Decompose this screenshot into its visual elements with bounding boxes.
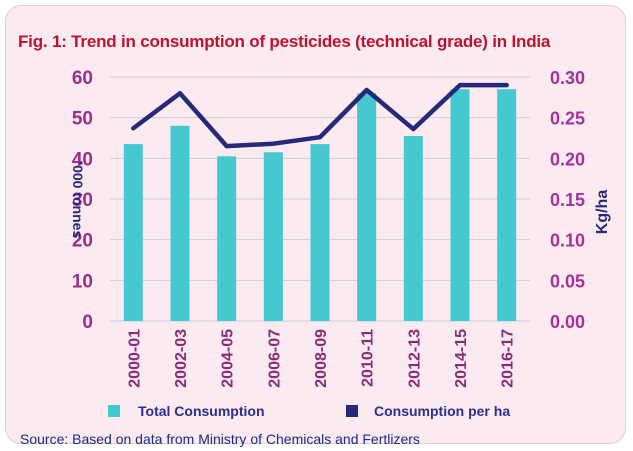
bar-2006-07 xyxy=(263,152,283,321)
category-label: 2008-09 xyxy=(313,329,330,388)
right-axis-label: Kg/ha xyxy=(594,190,611,235)
right-tick-label: 0.00 xyxy=(550,312,585,332)
legend-label-total-consumption: Total Consumption xyxy=(138,403,265,419)
bar-2016-17 xyxy=(497,89,517,321)
bar-2004-05 xyxy=(217,156,237,321)
category-label: 2012-13 xyxy=(406,329,423,388)
right-tick-label: 0.10 xyxy=(550,231,585,251)
category-label: 2004-05 xyxy=(220,329,237,388)
bar-2002-03 xyxy=(170,125,190,321)
category-label: 2000-01 xyxy=(126,329,143,388)
category-label: 2016-17 xyxy=(500,329,517,388)
legend: Total Consumption Consumption per ha xyxy=(108,403,510,419)
right-axis-ticks: 0.00 0.05 0.10 0.15 0.20 0.25 0.30 xyxy=(550,68,585,332)
bar-2000-01 xyxy=(123,144,143,321)
legend-swatch-total-consumption xyxy=(108,405,120,417)
left-tick-label: 0 xyxy=(82,312,93,333)
left-tick-label: 60 xyxy=(72,68,93,89)
bar-2014-15 xyxy=(450,89,470,321)
category-labels: 2000-01 2002-03 2004-05 2006-07 2008-09 2010-… xyxy=(126,329,516,388)
line-series xyxy=(131,82,509,149)
category-label: 2014-15 xyxy=(453,329,470,388)
category-label: 2002-03 xyxy=(173,329,190,388)
left-tick-label: 40 xyxy=(72,149,93,170)
bar-2010-11 xyxy=(357,93,377,322)
left-tick-label: 10 xyxy=(72,271,93,292)
right-tick-label: 0.05 xyxy=(550,271,585,291)
left-tick-label: 20 xyxy=(72,231,93,252)
bar-2008-09 xyxy=(310,144,330,321)
right-tick-label: 0.30 xyxy=(550,68,585,88)
left-tick-label: 30 xyxy=(72,190,93,211)
left-axis-ticks: 0 10 20 30 40 50 60 xyxy=(72,68,93,333)
category-label: 2006-07 xyxy=(266,329,283,388)
legend-label-consumption-per-ha: Consumption per ha xyxy=(374,403,510,419)
source-note: Source: Based on data from Ministry of C… xyxy=(20,431,420,447)
left-axis-label: '000 tonnes xyxy=(70,162,86,239)
left-tick-label: 50 xyxy=(72,109,93,130)
right-tick-label: 0.20 xyxy=(550,149,585,169)
legend-swatch-consumption-per-ha xyxy=(346,405,358,417)
right-tick-label: 0.15 xyxy=(550,190,585,210)
bar-series xyxy=(123,89,517,322)
chart-title: Fig. 1: Trend in consumption of pesticid… xyxy=(18,32,551,51)
bar-2012-13 xyxy=(403,135,423,321)
right-tick-label: 0.25 xyxy=(550,109,585,129)
category-label: 2010-11 xyxy=(360,329,377,387)
